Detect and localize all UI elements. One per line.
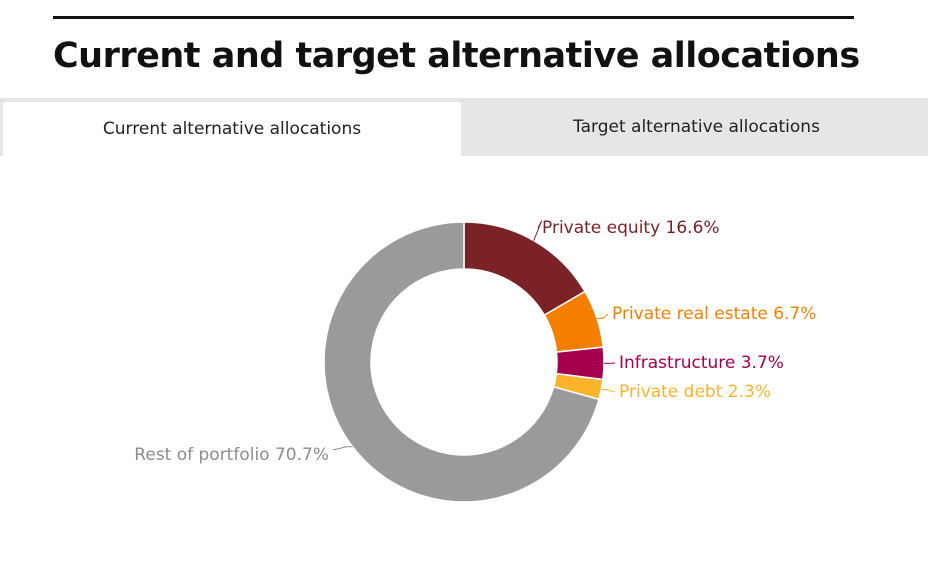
tab-current-allocations[interactable]: Current alternative allocations: [3, 102, 461, 156]
top-divider: [53, 16, 854, 19]
tab-target-allocations[interactable]: Target alternative allocations: [465, 98, 928, 156]
tab-bar: Current alternative allocations Target a…: [0, 98, 928, 156]
slice-label: Private real estate 6.7%: [612, 304, 816, 324]
slice-label: Rest of portfolio 70.7%: [134, 445, 329, 465]
slice-label: Private equity 16.6%: [542, 218, 720, 238]
donut-chart: Private equity 16.6% Private real estate …: [0, 156, 928, 561]
label-connector: [333, 447, 353, 450]
label-connector: [601, 390, 615, 392]
donut-chart-area: Private equity 16.6% Private real estate …: [0, 156, 928, 561]
page-title: Current and target alternative allocatio…: [53, 36, 860, 76]
label-connector: [597, 314, 608, 318]
slice-label: Private debt 2.3%: [619, 382, 771, 402]
slice-label: Infrastructure 3.7%: [619, 353, 784, 373]
label-connector: [534, 221, 542, 241]
